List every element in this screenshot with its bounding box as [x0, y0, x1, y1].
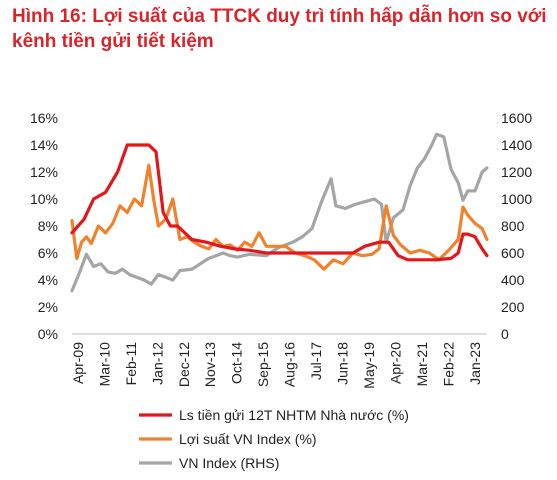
x-tick-label: May-19 [361, 342, 377, 389]
chart-title: Hình 16: Lợi suất của TTCK duy trì tính … [12, 4, 547, 54]
x-tick-label: Jul-17 [308, 342, 324, 380]
x-tick-label: Mar-21 [414, 342, 430, 387]
x-tick-label: Jun-18 [335, 342, 351, 385]
x-tick-label: Nov-13 [202, 342, 218, 387]
y-right-tick-label: 400 [501, 272, 525, 288]
chart-title-line-2: kênh tiền gửi tiết kiệm [12, 31, 214, 52]
y-left-tick-label: 12% [30, 164, 58, 180]
series-line-3 [70, 132, 489, 293]
y-right-tick-label: 600 [501, 245, 525, 261]
series-line-2 [70, 163, 489, 271]
x-tick-label: Apr-09 [70, 342, 86, 384]
x-tick-label: Mar-10 [96, 342, 112, 387]
y-right-tick-label: 1400 [501, 137, 532, 153]
y-right-tick-label: 1600 [501, 110, 532, 126]
y-left-tick-label: 16% [30, 110, 58, 126]
y-right-tick-label: 200 [501, 299, 525, 315]
x-tick-label: Oct-14 [229, 342, 245, 384]
legend-label-2: Lợi suất VN Index (%) [179, 431, 317, 447]
x-tick-label: Jan-23 [467, 342, 483, 385]
y-right-tick-label: 800 [501, 218, 525, 234]
legend-label-3: VN Index (RHS) [179, 455, 279, 471]
y-right-tick-label: 0 [501, 326, 509, 342]
x-tick-label: Feb-11 [123, 342, 139, 386]
y-right-tick-label: 1000 [501, 191, 532, 207]
x-tick-label: Apr-20 [388, 342, 404, 384]
chart-title-line-1: Hình 16: Lợi suất của TTCK duy trì tính … [12, 6, 547, 27]
y-left-tick-label: 8% [38, 218, 58, 234]
x-tick-label: Dec-12 [176, 342, 192, 387]
legend-label-1: Ls tiền gửi 12T NHTM Nhà nước (%) [179, 407, 409, 423]
x-tick-label: Feb-22 [440, 342, 456, 387]
y-right-tick-label: 1200 [501, 164, 532, 180]
x-tick-label: Jan-12 [149, 342, 165, 385]
y-left-tick-label: 2% [38, 299, 58, 315]
y-left-tick-label: 0% [38, 326, 58, 342]
y-left-tick-label: 14% [30, 137, 58, 153]
x-tick-label: Sep-15 [255, 342, 271, 387]
y-left-tick-label: 4% [38, 272, 58, 288]
y-left-tick-label: 6% [38, 245, 58, 261]
x-tick-label: Aug-16 [282, 342, 298, 387]
series-line-1 [70, 143, 489, 262]
y-left-tick-label: 10% [30, 191, 58, 207]
